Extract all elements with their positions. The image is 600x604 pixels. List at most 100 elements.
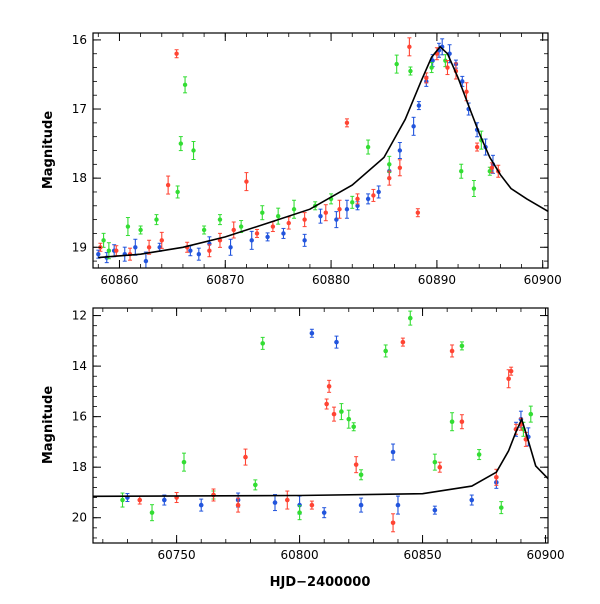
top-point-s2-22 bbox=[397, 159, 403, 177]
bottom-point-s1-11 bbox=[383, 344, 388, 358]
bottom-xtick-label-2: 60850 bbox=[403, 548, 441, 562]
top-point-s2-19 bbox=[355, 193, 360, 205]
bottom-point-s0-9 bbox=[358, 497, 364, 513]
top-point-s2-6 bbox=[174, 49, 179, 59]
top-point-s1-8 bbox=[191, 141, 196, 160]
top-point-s2-20 bbox=[371, 188, 376, 202]
bottom-xtick-label-3: 60900 bbox=[526, 548, 564, 562]
top-point-s2-24 bbox=[415, 208, 421, 218]
bottom-data-points bbox=[120, 310, 534, 533]
bottom-point-s2-3 bbox=[235, 497, 241, 513]
top-xtick-label-3: 60890 bbox=[418, 273, 456, 287]
top-point-s1-13 bbox=[275, 207, 281, 225]
top-point-s2-13 bbox=[270, 221, 276, 233]
top-point-s1-25 bbox=[471, 180, 477, 198]
top-point-s2-29 bbox=[464, 82, 469, 102]
top-point-s1-12 bbox=[260, 205, 265, 221]
bottom-point-s1-6 bbox=[297, 505, 302, 521]
top-point-s0-4 bbox=[133, 238, 138, 256]
bottom-point-s2-18 bbox=[508, 366, 514, 376]
top-y-axis-title: Magnitude bbox=[41, 111, 56, 190]
bottom-point-s2-11 bbox=[390, 513, 396, 533]
bottom-xtick-label-0: 60750 bbox=[158, 548, 196, 562]
bottom-point-s0-13 bbox=[469, 494, 475, 506]
bottom-point-s1-13 bbox=[432, 453, 438, 471]
bottom-point-s1-2 bbox=[181, 452, 187, 472]
top-point-s2-8 bbox=[207, 244, 212, 258]
bottom-y-axis-title: Magnitude bbox=[41, 386, 56, 465]
bottom-point-s1-14 bbox=[449, 412, 455, 432]
top-point-s2-14 bbox=[286, 216, 291, 230]
top-point-s0-15 bbox=[318, 208, 323, 224]
top-point-s2-27 bbox=[445, 60, 450, 76]
bottom-point-s1-4 bbox=[253, 479, 258, 491]
top-point-s1-4 bbox=[154, 214, 159, 226]
top-point-s1-19 bbox=[387, 155, 392, 173]
bottom-point-s0-11 bbox=[395, 495, 401, 515]
top-point-s0-13 bbox=[281, 227, 286, 239]
top-xtick-label-0: 60860 bbox=[100, 273, 138, 287]
bottom-point-s1-7 bbox=[339, 403, 344, 421]
bottom-point-s0-12 bbox=[432, 505, 438, 515]
top-point-s2-3 bbox=[146, 239, 152, 255]
top-point-s2-12 bbox=[254, 228, 260, 238]
top-point-s1-7 bbox=[182, 76, 188, 94]
top-point-s2-25 bbox=[424, 72, 429, 84]
top-point-s2-18 bbox=[344, 118, 350, 128]
bottom-point-s1-8 bbox=[346, 409, 352, 429]
bottom-point-s2-7 bbox=[324, 398, 329, 410]
top-model-curve bbox=[98, 45, 549, 259]
top-point-s0-14 bbox=[302, 233, 307, 247]
top-ytick-label-0: 16 bbox=[72, 33, 87, 47]
top-point-s2-30 bbox=[474, 142, 480, 152]
bottom-point-s0-10 bbox=[390, 443, 396, 461]
top-point-s0-23 bbox=[411, 116, 416, 136]
bottom-point-s1-19 bbox=[528, 405, 534, 423]
bottom-point-s2-12 bbox=[400, 337, 406, 347]
top-panel: 60860 60870 60880 60890 60900 16 17 18 19 Magnit… bbox=[41, 32, 562, 287]
top-point-s2-5 bbox=[165, 175, 171, 195]
top-axis-ticks: 60860 60870 60880 60890 60900 16 17 18 19 bbox=[72, 33, 562, 287]
bottom-point-s0-7 bbox=[321, 507, 327, 519]
top-point-s2-16 bbox=[323, 204, 328, 222]
top-point-s1-9 bbox=[201, 225, 207, 235]
top-point-s2-17 bbox=[337, 199, 342, 219]
top-point-s1-18 bbox=[365, 139, 371, 155]
top-point-s2-10 bbox=[231, 221, 236, 239]
bottom-point-s2-1 bbox=[174, 492, 179, 504]
bottom-ytick-label-2: 16 bbox=[72, 410, 87, 424]
top-point-s0-22 bbox=[397, 142, 403, 159]
top-point-s1-20 bbox=[394, 54, 399, 74]
top-point-s2-23 bbox=[407, 37, 412, 57]
top-ytick-label-3: 19 bbox=[72, 240, 87, 254]
top-ytick-label-2: 18 bbox=[72, 171, 87, 185]
top-point-s1-2 bbox=[125, 217, 131, 237]
bottom-point-s2-13 bbox=[437, 461, 443, 473]
bottom-point-s2-10 bbox=[353, 456, 359, 474]
top-point-s0-11 bbox=[249, 230, 254, 250]
top-point-s2-21 bbox=[387, 170, 392, 186]
bottom-point-s2-8 bbox=[326, 379, 332, 393]
top-point-s1-22 bbox=[429, 62, 434, 74]
top-point-s0-16 bbox=[334, 211, 339, 229]
top-point-s0-12 bbox=[265, 232, 270, 242]
bottom-point-s1-9 bbox=[351, 422, 357, 432]
bottom-point-s0-6 bbox=[309, 328, 315, 338]
bottom-xtick-label-1: 60800 bbox=[281, 548, 319, 562]
top-point-s0-19 bbox=[365, 193, 371, 205]
top-ytick-label-1: 17 bbox=[72, 102, 87, 116]
top-point-s0-8 bbox=[196, 247, 202, 261]
bottom-point-s1-16 bbox=[476, 449, 482, 461]
bottom-model-curve bbox=[92, 416, 549, 498]
bottom-point-s1-15 bbox=[459, 341, 465, 351]
bottom-ytick-label-1: 14 bbox=[72, 359, 87, 373]
bottom-point-s2-9 bbox=[331, 406, 337, 422]
top-point-s1-10 bbox=[217, 214, 223, 226]
top-data-points bbox=[96, 37, 501, 269]
top-point-s1-3 bbox=[138, 225, 143, 235]
bottom-point-s2-14 bbox=[449, 344, 455, 358]
bottom-plot-frame bbox=[92, 307, 549, 544]
bottom-point-s1-12 bbox=[407, 310, 413, 326]
